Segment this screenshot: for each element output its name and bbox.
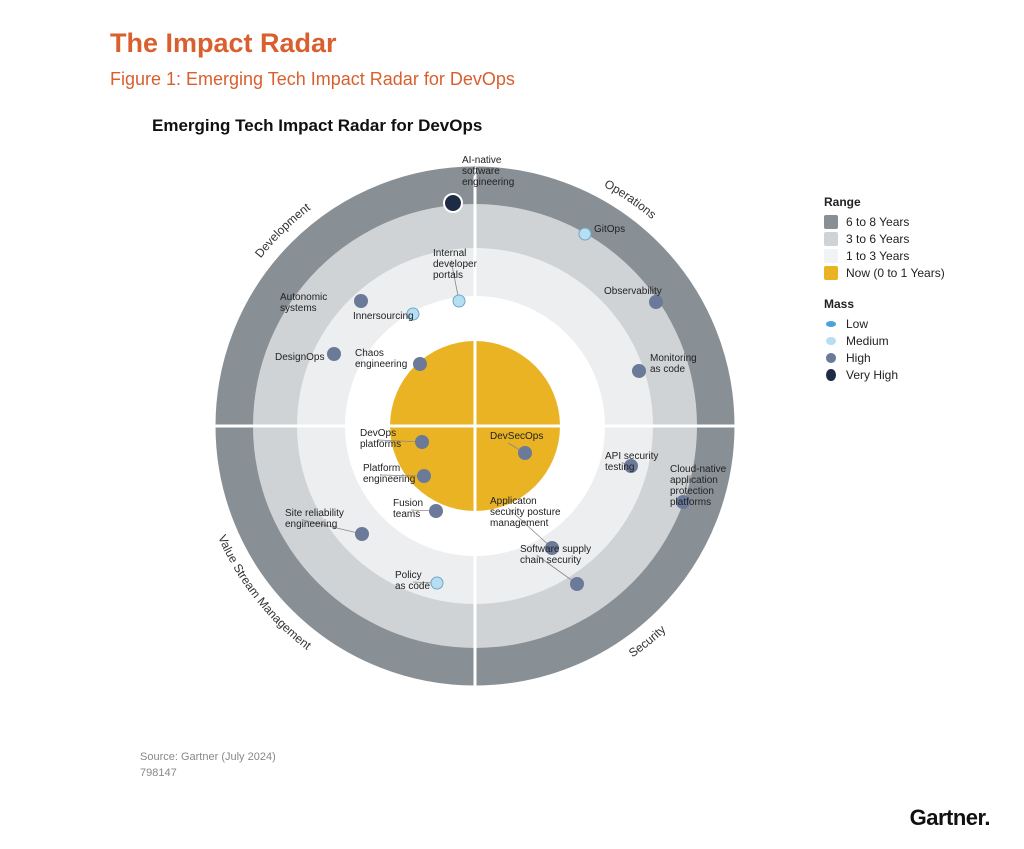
legend-range-item: 1 to 3 Years: [824, 249, 994, 263]
radar-point: [579, 228, 591, 240]
legend-dot: [826, 337, 836, 345]
legend-label: Medium: [846, 334, 889, 348]
legend-dot: [826, 353, 836, 363]
legend-label: Very High: [846, 368, 898, 382]
legend-swatch: [824, 215, 838, 229]
legend-label: Now (0 to 1 Years): [846, 266, 945, 280]
radar-chart: DevelopmentOperationsValue Stream Manage…: [110, 146, 840, 706]
radar-point-label: Fusionteams: [393, 498, 423, 520]
radar-point: [417, 469, 431, 483]
legend-swatch: [824, 249, 838, 263]
legend-range-item: Now (0 to 1 Years): [824, 266, 994, 280]
legend-label: 3 to 6 Years: [846, 232, 909, 246]
legend-label: 6 to 8 Years: [846, 215, 909, 229]
legend-mass-item: Medium: [824, 334, 994, 348]
legend-mass-item: High: [824, 351, 994, 365]
legend-label: High: [846, 351, 871, 365]
radar-point: [413, 357, 427, 371]
legend-range-title: Range: [824, 195, 994, 209]
legend-mass-item: Low: [824, 317, 994, 331]
legend-mass-item: Very High: [824, 368, 994, 382]
legend: Range 6 to 8 Years 3 to 6 Years 1 to 3 Yea…: [824, 195, 994, 385]
figure-caption: Figure 1: Emerging Tech Impact Radar for…: [110, 69, 984, 90]
radar-point: [415, 435, 429, 449]
radar-point: [649, 295, 663, 309]
radar-point-label: Innersourcing: [353, 311, 414, 322]
brand-logo: Gartner.: [910, 805, 990, 831]
radar-point-label: Site reliabilityengineering: [285, 508, 344, 530]
radar-point-label: Observability: [604, 286, 662, 297]
legend-mass-title: Mass: [824, 297, 994, 311]
radar-point: [429, 504, 443, 518]
radar-point-label: DevOpsplatforms: [360, 428, 401, 450]
radar-point: [431, 577, 443, 589]
radar-point-label: GitOps: [594, 224, 625, 235]
radar-svg: DevelopmentOperationsValue Stream Manage…: [110, 146, 840, 706]
radar-point: [518, 446, 532, 460]
page: The Impact Radar Figure 1: Emerging Tech…: [0, 0, 1024, 849]
radar-point: [327, 347, 341, 361]
legend-swatch: [824, 232, 838, 246]
source-attribution: Source: Gartner (July 2024) 798147: [140, 750, 276, 781]
legend-label: Low: [846, 317, 868, 331]
chart-title: Emerging Tech Impact Radar for DevOps: [152, 116, 984, 136]
radar-point: [453, 295, 465, 307]
radar-point-label: DesignOps: [275, 352, 324, 363]
source-line-2: 798147: [140, 766, 276, 781]
legend-range-item: 3 to 6 Years: [824, 232, 994, 246]
legend-range-item: 6 to 8 Years: [824, 215, 994, 229]
legend-swatch: [824, 266, 838, 280]
source-line-1: Source: Gartner (July 2024): [140, 750, 276, 765]
radar-point-label: Software supplychain security: [520, 544, 591, 566]
legend-dot: [826, 321, 836, 327]
radar-point: [444, 194, 462, 212]
page-title: The Impact Radar: [110, 28, 984, 59]
legend-label: 1 to 3 Years: [846, 249, 909, 263]
radar-point: [355, 527, 369, 541]
radar-point: [570, 577, 584, 591]
legend-dot: [826, 369, 836, 382]
radar-point: [354, 294, 368, 308]
radar-point: [632, 364, 646, 378]
radar-point-label: DevSecOps: [490, 431, 543, 442]
